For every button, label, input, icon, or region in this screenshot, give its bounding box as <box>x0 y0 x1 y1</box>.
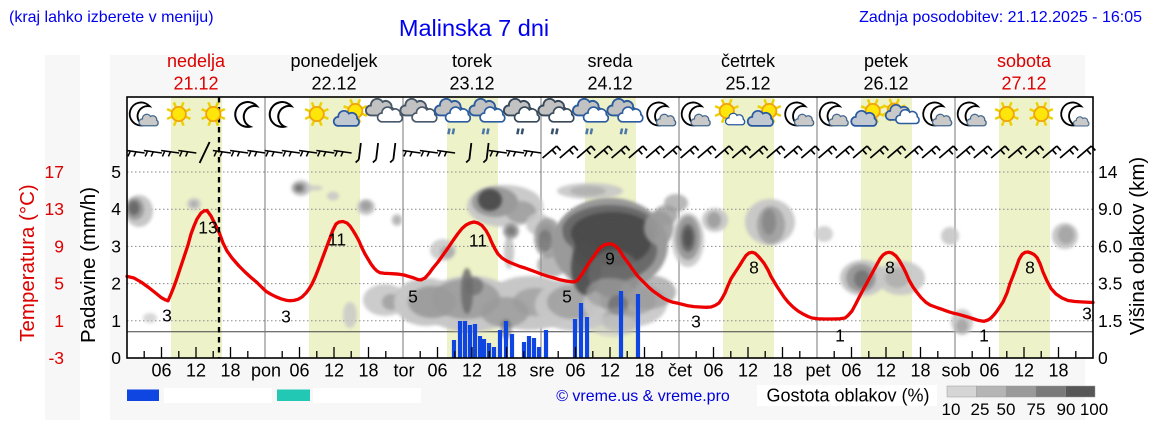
svg-text:sreda: sreda <box>587 51 633 71</box>
svg-text:1: 1 <box>54 311 64 331</box>
svg-text:1: 1 <box>111 311 121 331</box>
svg-text:Malinska 7 dni: Malinska 7 dni <box>399 15 549 41</box>
svg-text:3: 3 <box>691 312 701 332</box>
svg-text:1: 1 <box>835 326 845 346</box>
svg-text:1: 1 <box>979 326 989 346</box>
svg-text:06: 06 <box>289 361 309 381</box>
svg-text:13: 13 <box>198 218 217 238</box>
svg-text:četrtek: četrtek <box>721 51 776 71</box>
svg-text:06: 06 <box>841 361 861 381</box>
svg-text:12: 12 <box>876 361 896 381</box>
svg-text:12: 12 <box>186 361 206 381</box>
svg-text:23.12: 23.12 <box>449 74 494 94</box>
svg-text:Zadnja posodobitev: 21.12.2025: Zadnja posodobitev: 21.12.2025 - 16:05 <box>859 9 1142 26</box>
svg-text:9: 9 <box>54 236 64 256</box>
svg-text:pet: pet <box>805 361 830 381</box>
svg-text:10: 10 <box>942 400 961 419</box>
svg-text:5: 5 <box>54 274 64 294</box>
svg-text:24.12: 24.12 <box>587 74 632 94</box>
svg-text:14: 14 <box>1098 162 1118 182</box>
svg-text:torek: torek <box>452 51 493 71</box>
svg-text:Gostota oblakov (%): Gostota oblakov (%) <box>766 386 929 406</box>
svg-text:5: 5 <box>408 287 418 307</box>
svg-text:5: 5 <box>111 162 121 182</box>
svg-text:8: 8 <box>1025 258 1035 278</box>
svg-text:© vreme.us & vreme.pro: © vreme.us & vreme.pro <box>556 388 730 405</box>
svg-text:13: 13 <box>45 199 64 219</box>
svg-text:06: 06 <box>979 361 999 381</box>
svg-text:12: 12 <box>324 361 344 381</box>
svg-text:3: 3 <box>162 306 172 326</box>
svg-text:18: 18 <box>220 361 240 381</box>
svg-text:06: 06 <box>427 361 447 381</box>
svg-text:06: 06 <box>703 361 723 381</box>
svg-text:tor: tor <box>393 361 414 381</box>
svg-text:26.12: 26.12 <box>863 74 908 94</box>
svg-text:18: 18 <box>1048 361 1068 381</box>
svg-text:1.5: 1.5 <box>1098 311 1122 331</box>
svg-text:sob: sob <box>941 361 970 381</box>
svg-text:0: 0 <box>111 348 121 368</box>
svg-text:6.0: 6.0 <box>1098 236 1123 256</box>
svg-text:21.12: 21.12 <box>173 74 218 94</box>
svg-text:12: 12 <box>462 361 482 381</box>
svg-text:12: 12 <box>600 361 620 381</box>
svg-text:18: 18 <box>496 361 516 381</box>
svg-text:12: 12 <box>738 361 758 381</box>
svg-text:(kraj lahko izberete v meniju): (kraj lahko izberete v meniju) <box>9 9 214 26</box>
svg-text:18: 18 <box>634 361 654 381</box>
svg-text:12: 12 <box>1014 361 1034 381</box>
svg-text:sobota: sobota <box>997 51 1052 71</box>
svg-text:06: 06 <box>151 361 171 381</box>
svg-text:90: 90 <box>1057 400 1076 419</box>
svg-text:50: 50 <box>997 400 1016 419</box>
svg-text:ponedeljek: ponedeljek <box>290 51 378 71</box>
svg-text:18: 18 <box>772 361 792 381</box>
svg-text:75: 75 <box>1027 400 1046 419</box>
svg-text:3: 3 <box>281 307 291 327</box>
svg-text:pon: pon <box>251 361 281 381</box>
svg-text:06: 06 <box>565 361 585 381</box>
svg-text:čet: čet <box>668 361 692 381</box>
svg-text:3.5: 3.5 <box>1098 274 1122 294</box>
svg-text:8: 8 <box>885 258 895 278</box>
svg-text:sre: sre <box>529 361 554 381</box>
svg-text:100: 100 <box>1080 400 1108 419</box>
svg-text:17: 17 <box>45 162 64 182</box>
svg-text:5: 5 <box>562 287 572 307</box>
svg-text:22.12: 22.12 <box>311 74 356 94</box>
svg-text:11: 11 <box>469 231 487 251</box>
svg-text:4: 4 <box>111 199 121 219</box>
svg-text:2: 2 <box>111 274 121 294</box>
svg-text:Temperatura (°C): Temperatura (°C) <box>16 184 39 341</box>
svg-text:11: 11 <box>328 230 346 250</box>
svg-text:25: 25 <box>971 400 990 419</box>
svg-text:18: 18 <box>358 361 378 381</box>
svg-text:nedelja: nedelja <box>167 51 226 71</box>
svg-text:18: 18 <box>910 361 930 381</box>
svg-text:25.12: 25.12 <box>725 74 770 94</box>
svg-text:-3: -3 <box>48 348 64 368</box>
svg-text:8: 8 <box>749 258 759 278</box>
svg-text:9: 9 <box>605 249 615 269</box>
svg-text:Padavine (mm/h): Padavine (mm/h) <box>77 187 100 343</box>
svg-text:3: 3 <box>111 236 121 256</box>
svg-text:petek: petek <box>864 51 909 71</box>
svg-text:0: 0 <box>1098 348 1108 368</box>
svg-text:27.12: 27.12 <box>1001 74 1046 94</box>
svg-text:3: 3 <box>1082 304 1092 324</box>
svg-text:Višina oblakov (km): Višina oblakov (km) <box>1126 157 1149 336</box>
svg-text:9.0: 9.0 <box>1098 199 1123 219</box>
